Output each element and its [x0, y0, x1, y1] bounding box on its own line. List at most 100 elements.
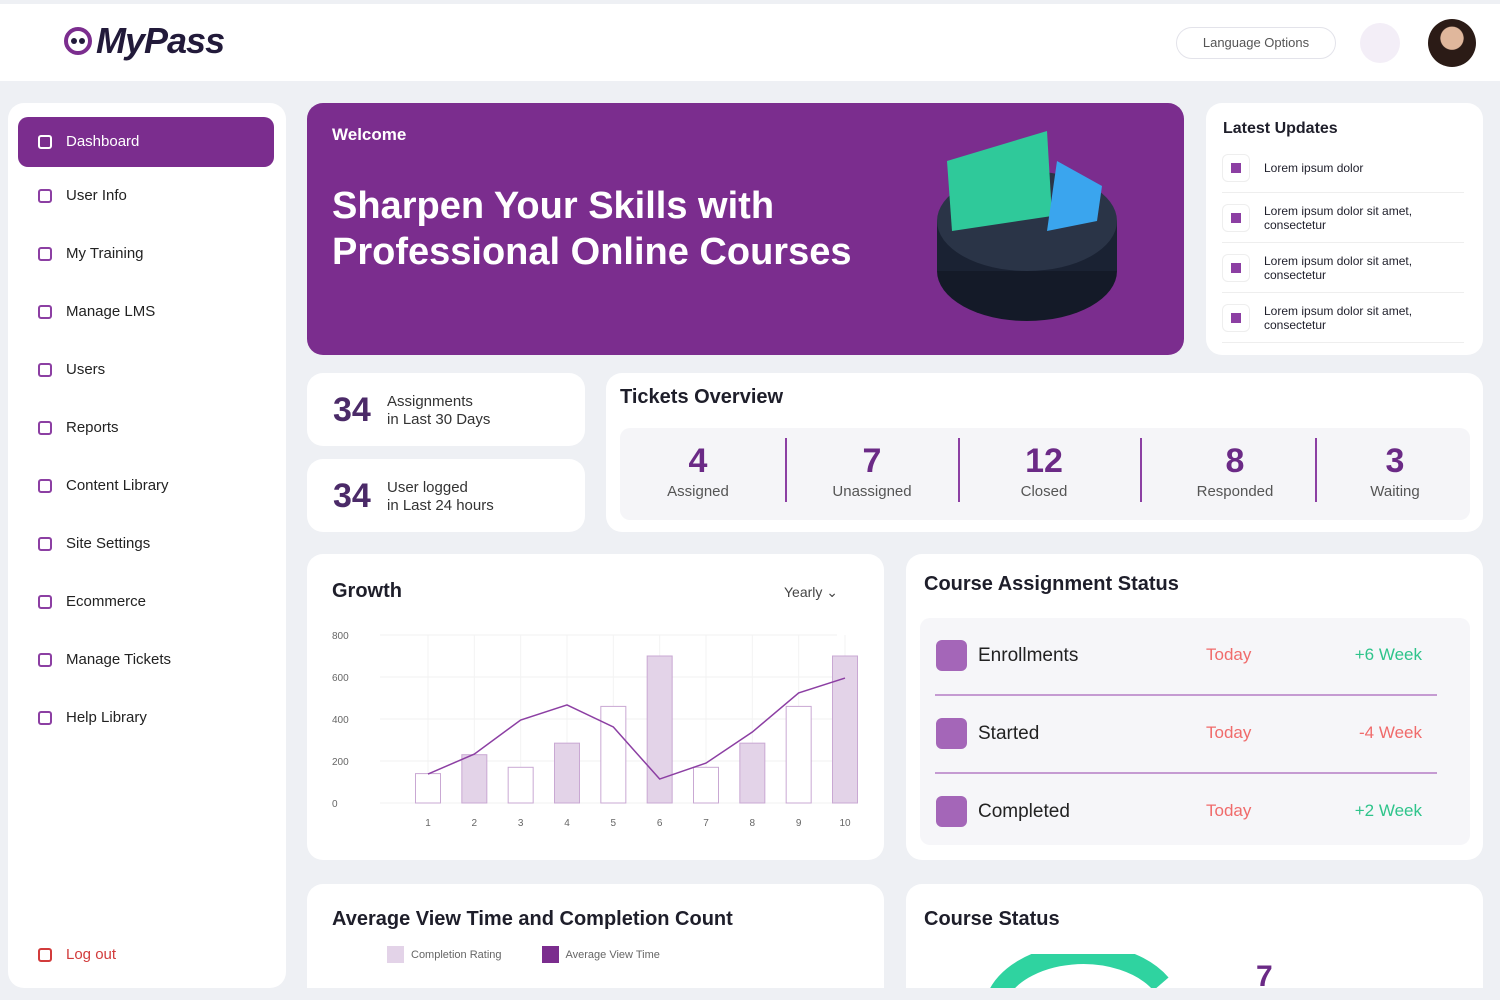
nav-item[interactable]: User Info — [18, 171, 274, 221]
stat-label: User logged — [387, 479, 468, 496]
x-tick-label: 9 — [796, 818, 802, 829]
ticket-label: Assigned — [667, 483, 729, 500]
ticket-label: Responded — [1196, 483, 1274, 500]
nav-item[interactable]: Site Settings — [18, 519, 274, 569]
nav-item[interactable]: Manage LMS — [18, 287, 274, 337]
ticket-separator — [958, 438, 960, 502]
headline-line: Professional Online Courses — [332, 231, 852, 273]
ticket-stat: 12 Closed — [959, 428, 1129, 520]
period-label: Yearly — [784, 584, 823, 600]
assignment-row: Completed Today +2 Week — [920, 792, 1442, 832]
nav-item[interactable]: Manage Tickets — [18, 635, 274, 685]
course-status-donut — [987, 954, 1169, 994]
avatar[interactable] — [1428, 19, 1476, 67]
ticket-value: 3 — [1385, 442, 1405, 480]
legend-swatch — [387, 946, 404, 963]
nav-item[interactable]: Dashboard — [18, 117, 274, 167]
logo-icon — [64, 27, 92, 55]
row-icon — [936, 796, 967, 827]
bottom-edge — [0, 988, 1500, 1000]
sidebar: Log out Dashboard User Info My Training Man… — [8, 103, 286, 988]
ticket-label: Waiting — [1370, 483, 1420, 500]
nav-item[interactable]: Ecommerce — [18, 577, 274, 627]
ticket-value: 4 — [688, 442, 708, 480]
course-status-card: Course Status 7 — [906, 884, 1483, 1000]
x-tick-label: 5 — [611, 818, 617, 829]
cas-box — [920, 618, 1470, 845]
average-view-title: Average View Time and Completion Count — [332, 908, 733, 930]
legend-swatch — [541, 946, 559, 963]
bar — [739, 742, 766, 804]
bar — [415, 773, 441, 804]
average-view-card: Average View Time and Completion Count C… — [307, 884, 884, 1000]
nav-label: User Info — [66, 187, 127, 204]
row-label: Completed — [978, 801, 1070, 822]
row-change: -4 Week — [1359, 723, 1422, 742]
ticket-label: Unassigned — [832, 483, 912, 500]
nav-label: Help Library — [66, 709, 147, 726]
course-status-value: 7 — [1256, 960, 1273, 993]
update-text: Lorem ipsum dolor sit amet, consectetur — [1264, 253, 1413, 282]
nav-item[interactable]: My Training — [18, 229, 274, 279]
nav-item[interactable]: Reports — [18, 403, 274, 453]
stat-label: Assignments — [387, 393, 473, 410]
stat-value: 34 — [333, 477, 371, 515]
cas-title: Course Assignment Status — [924, 573, 1179, 595]
notification-bell[interactable] — [1360, 23, 1400, 63]
bar — [461, 754, 488, 804]
nav-label: Reports — [66, 419, 119, 436]
logo: MyPass — [96, 20, 225, 61]
update-item: Lorem ipsum dolor sit amet, consectetur — [1222, 243, 1464, 293]
nav-label: Users — [66, 361, 106, 378]
assignment-row: Started Today -4 Week — [920, 714, 1442, 754]
growth-title: Growth — [332, 580, 402, 602]
x-tick-label: 3 — [518, 818, 524, 829]
nav-item[interactable]: Help Library — [18, 693, 274, 743]
row-period: Today — [1206, 801, 1252, 820]
line — [427, 677, 846, 780]
welcome: Welcome — [332, 125, 407, 144]
ticket-stat: 3 Waiting — [1310, 428, 1480, 520]
y-tick-label: 200 — [332, 757, 349, 768]
update-item: Lorem ipsum dolor sit amet, consectetur — [1222, 293, 1464, 343]
assignment-row: Enrollments Today +6 Week — [920, 636, 1442, 676]
nav-item[interactable]: Content Library — [18, 461, 274, 511]
update-item: Lorem ipsum dolor — [1222, 143, 1464, 193]
ticket-label: Closed — [1020, 483, 1068, 500]
update-item: Lorem ipsum dolor sit amet, consectetur — [1222, 193, 1464, 243]
latest-updates: Latest Updates Lorem ipsum dolor Lorem ip… — [1206, 103, 1483, 355]
ticket-separator — [1139, 438, 1142, 502]
ticket-stat: 4 Assigned — [613, 428, 783, 520]
x-tick-label: 10 — [839, 818, 851, 829]
pie-illustration — [937, 131, 1117, 321]
logout[interactable]: Log out — [18, 930, 274, 980]
update-text: Lorem ipsum dolor — [1264, 160, 1364, 175]
stat-card: 34 Assignments in Last 30 Days — [307, 373, 585, 446]
stat-label: in Last 24 hours — [387, 497, 494, 514]
bar — [785, 705, 812, 804]
x-tick-label: 2 — [472, 818, 478, 829]
legend-label: Completion Rating — [411, 948, 502, 961]
language-button[interactable]: Language Options — [1176, 27, 1336, 59]
ticket-separator — [1315, 438, 1317, 502]
stat-card: 34 User logged in Last 24 hours — [307, 459, 585, 532]
legend-item: Average View Time — [541, 946, 660, 963]
divider — [935, 694, 1437, 696]
update-text: Lorem ipsum dolor sit amet, consectetur — [1264, 303, 1413, 332]
headline-line: Sharpen Your Skills with — [332, 185, 775, 227]
nav-label: Ecommerce — [66, 593, 147, 610]
nav-label: My Training — [66, 245, 144, 262]
bar — [693, 766, 719, 804]
x-tick-label: 4 — [564, 818, 570, 829]
bar — [832, 655, 858, 804]
logout-label: Log out — [66, 946, 117, 963]
course-assignment-status: Course Assignment Status Enrollments Toda… — [906, 554, 1483, 860]
ticket-stat: 7 Unassigned — [787, 428, 957, 520]
row-icon — [936, 718, 967, 749]
update-text: Lorem ipsum dolor sit amet, consectetur — [1264, 203, 1413, 232]
nav-item[interactable]: Users — [18, 345, 274, 395]
period-selector[interactable]: Yearly ⌄ — [784, 584, 839, 600]
updates-title: Latest Updates — [1223, 120, 1338, 137]
bar — [507, 766, 534, 804]
